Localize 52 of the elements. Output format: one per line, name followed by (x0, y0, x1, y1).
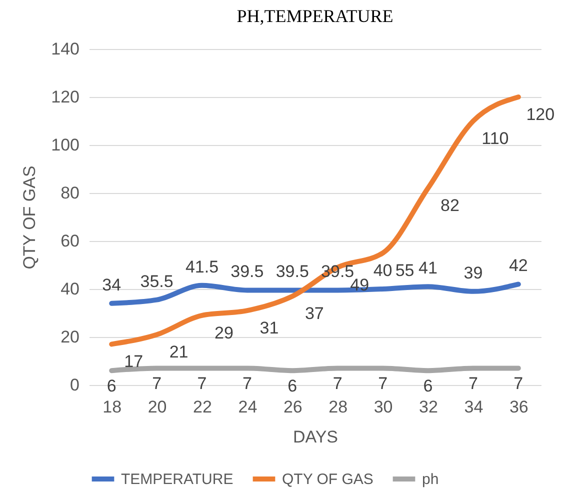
data-label: 7 (332, 374, 342, 394)
data-label: 39.5 (230, 262, 264, 282)
y-tick-label: 60 (60, 232, 80, 250)
data-label: 39 (464, 263, 483, 282)
y-tick-label: 20 (60, 328, 80, 346)
legend-label: QTY OF GAS (282, 471, 374, 488)
data-label: 35.5 (140, 272, 174, 291)
legend-label: ph (422, 471, 439, 488)
x-tick-label: 22 (193, 398, 212, 416)
x-tick-label: 26 (283, 398, 302, 416)
data-label: 7 (152, 374, 162, 394)
x-tick-label: 28 (328, 398, 348, 416)
chart-title: PH,TEMPERATURE (236, 6, 394, 26)
x-tick-label: 36 (509, 398, 528, 416)
y-tick-label: 80 (60, 184, 80, 202)
data-label: 7 (242, 374, 252, 394)
data-label: 7 (514, 374, 524, 394)
data-label: 7 (197, 374, 207, 394)
x-tick-label: 18 (102, 398, 122, 416)
data-label: 31 (260, 318, 279, 338)
x-tick-label: 32 (419, 398, 438, 416)
data-label: 6 (288, 376, 298, 396)
data-label: 21 (169, 342, 188, 362)
data-label: 37 (304, 304, 324, 324)
data-label: 29 (214, 323, 234, 342)
data-label: 7 (468, 374, 478, 394)
x-tick-label: 20 (148, 398, 167, 416)
data-label: 41.5 (185, 257, 219, 276)
y-tick-label: 120 (51, 88, 80, 106)
y-tick-label: 0 (70, 376, 80, 394)
data-label: 34 (102, 275, 122, 294)
data-label: 39.5 (276, 262, 309, 282)
y-tick-label: 140 (51, 40, 80, 58)
x-tick-label: 30 (374, 398, 393, 416)
data-label: 6 (106, 376, 116, 396)
data-label: 55 (395, 261, 414, 280)
data-label: 120 (526, 105, 555, 124)
data-label: 40 (373, 261, 392, 280)
data-label: 17 (124, 352, 144, 372)
data-label: 6 (423, 376, 433, 396)
y-axis-title: QTY OF GAS (20, 166, 40, 270)
y-tick-label: 40 (60, 280, 80, 298)
x-axis-title: DAYS (292, 428, 338, 446)
data-label: 110 (482, 129, 509, 148)
legend-label: TEMPERATURE (121, 471, 234, 488)
x-tick-label: 34 (464, 398, 484, 416)
data-label: 7 (378, 374, 388, 394)
y-tick-label: 100 (51, 136, 80, 154)
data-label: 42 (508, 256, 528, 276)
data-label: 82 (440, 196, 460, 216)
data-label: 41 (418, 258, 438, 278)
x-tick-label: 24 (238, 398, 258, 416)
